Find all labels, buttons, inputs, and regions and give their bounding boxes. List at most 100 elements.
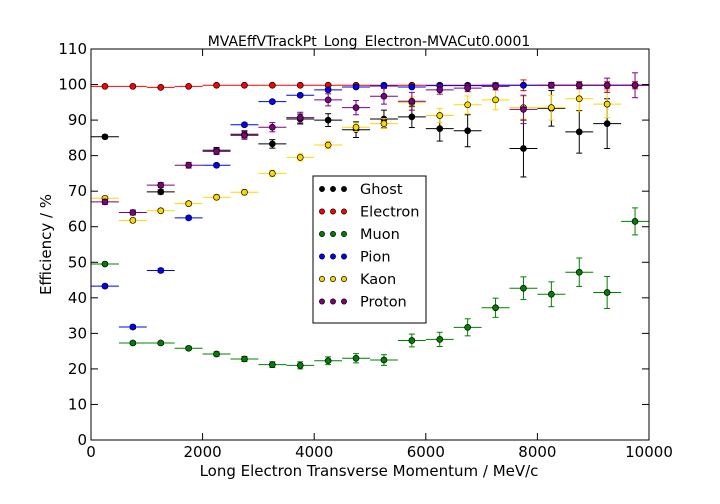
y-tick-label: 110 bbox=[58, 40, 87, 58]
legend-label: Kaon bbox=[360, 272, 396, 288]
data-point bbox=[324, 86, 332, 94]
data-point bbox=[352, 123, 360, 131]
legend-item: Pion bbox=[319, 250, 391, 266]
data-point bbox=[101, 133, 109, 141]
data-point bbox=[520, 81, 527, 89]
series-layer bbox=[91, 72, 649, 370]
data-point bbox=[464, 323, 471, 331]
data-point bbox=[296, 154, 304, 161]
legend-marker bbox=[319, 253, 325, 260]
legend-marker bbox=[341, 253, 347, 260]
data-point bbox=[101, 260, 109, 268]
data-point bbox=[380, 356, 388, 364]
legend-marker bbox=[319, 186, 325, 192]
data-point bbox=[101, 282, 109, 290]
data-point bbox=[269, 170, 276, 177]
data-point bbox=[492, 304, 499, 312]
data-point bbox=[185, 214, 192, 222]
x-tick-label: 2000 bbox=[184, 443, 222, 461]
data-point bbox=[185, 200, 192, 207]
data-point bbox=[603, 81, 611, 89]
data-point bbox=[157, 84, 165, 91]
data-point bbox=[185, 161, 192, 169]
data-point bbox=[603, 289, 611, 296]
data-point bbox=[241, 188, 248, 196]
y-tick-label: 60 bbox=[68, 218, 87, 236]
data-point bbox=[157, 267, 165, 274]
y-axis-title: Efficiency / % bbox=[37, 194, 55, 295]
legend-item: Kaon bbox=[319, 272, 396, 288]
legend-item: Proton bbox=[319, 295, 407, 311]
data-point bbox=[129, 216, 137, 224]
data-point bbox=[129, 209, 137, 216]
x-tick-label: 8000 bbox=[518, 443, 556, 461]
data-point bbox=[380, 92, 388, 100]
data-point bbox=[408, 337, 416, 344]
data-point bbox=[269, 361, 276, 368]
data-point bbox=[464, 84, 471, 92]
data-point bbox=[213, 193, 220, 201]
data-point bbox=[324, 357, 332, 365]
data-point bbox=[352, 83, 360, 91]
data-point bbox=[492, 96, 499, 104]
y-tick-label: 30 bbox=[68, 324, 87, 342]
series-muon bbox=[91, 207, 649, 370]
legend-label: Muon bbox=[360, 227, 400, 243]
data-point bbox=[492, 82, 499, 90]
data-point bbox=[101, 198, 109, 206]
data-point bbox=[241, 132, 248, 139]
data-point bbox=[296, 362, 304, 369]
legend-marker bbox=[319, 208, 325, 215]
data-point bbox=[213, 161, 220, 169]
data-point bbox=[436, 86, 444, 94]
data-point bbox=[157, 339, 165, 347]
data-point bbox=[547, 81, 555, 89]
data-point bbox=[631, 218, 639, 225]
legend-marker bbox=[341, 231, 347, 237]
y-tick-label: 80 bbox=[68, 147, 87, 165]
legend-marker bbox=[341, 298, 347, 305]
x-tick-label: 6000 bbox=[407, 443, 445, 461]
data-point bbox=[324, 141, 332, 149]
plot-frame bbox=[90, 48, 650, 441]
y-tick-label: 70 bbox=[68, 182, 87, 200]
legend-marker bbox=[330, 298, 336, 305]
data-point bbox=[631, 81, 639, 89]
data-point bbox=[241, 121, 248, 129]
data-point bbox=[296, 81, 304, 89]
data-point bbox=[436, 112, 444, 119]
legend-item: Muon bbox=[319, 227, 400, 243]
data-point bbox=[380, 120, 388, 127]
data-point bbox=[352, 354, 360, 362]
data-point bbox=[547, 290, 555, 298]
data-point bbox=[436, 125, 444, 132]
x-axis-title: Long Electron Transverse Momentum / MeV/… bbox=[200, 462, 539, 480]
data-point bbox=[408, 97, 416, 105]
data-point bbox=[213, 81, 220, 89]
data-point bbox=[129, 339, 137, 347]
y-tick-label: 50 bbox=[68, 253, 87, 271]
y-tick-label: 0 bbox=[77, 431, 87, 449]
legend-marker bbox=[330, 231, 336, 237]
data-point bbox=[520, 106, 527, 113]
legend-label: Pion bbox=[360, 250, 391, 266]
data-point bbox=[520, 284, 527, 292]
legend-marker bbox=[330, 208, 336, 215]
legend-marker bbox=[319, 298, 325, 305]
data-point bbox=[129, 82, 137, 90]
data-point bbox=[352, 104, 360, 112]
data-point bbox=[603, 100, 611, 108]
data-point bbox=[324, 96, 332, 104]
series-proton bbox=[91, 72, 649, 216]
data-point bbox=[324, 116, 332, 124]
x-tick-label: 10000 bbox=[625, 443, 673, 461]
data-point bbox=[185, 82, 192, 90]
data-point bbox=[185, 344, 192, 352]
y-tick-label: 20 bbox=[68, 360, 87, 378]
data-point bbox=[436, 336, 444, 343]
data-point bbox=[269, 98, 276, 105]
data-point bbox=[157, 181, 165, 189]
data-point bbox=[464, 127, 471, 135]
legend-marker bbox=[341, 186, 347, 192]
